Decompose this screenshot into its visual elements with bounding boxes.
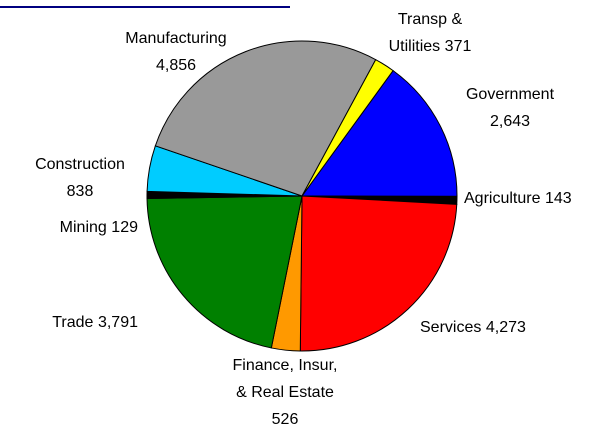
slice-label: Government (466, 86, 555, 103)
label-line: Utilities (389, 38, 441, 55)
pie-slice (301, 69, 458, 197)
value-label: 838 (67, 183, 94, 200)
label-line: Finance, Insur, (233, 357, 338, 374)
slice-label: Construction (35, 156, 125, 173)
pie-slice (146, 195, 303, 349)
label-line: Construction (35, 156, 125, 173)
label-line: Services (420, 319, 481, 336)
slice-label: Agriculture (464, 190, 541, 207)
slice-label: Services (420, 319, 481, 336)
slice-label: Transp & Utilities (389, 11, 463, 55)
value-label: 526 (272, 411, 299, 428)
label-line: Agriculture (464, 190, 541, 207)
slice-label: Trade (52, 314, 93, 331)
label-line: Trade (52, 314, 93, 331)
value-label: 143 (545, 190, 572, 207)
value-label: 129 (111, 219, 138, 236)
value-label: 4,273 (486, 319, 526, 336)
label-line: Transp & (398, 11, 463, 28)
value-label: 3,791 (98, 314, 138, 331)
label-line: Mining (60, 219, 107, 236)
pie-slice (301, 58, 394, 197)
label-line: Government (466, 86, 555, 103)
pie-slice (154, 40, 377, 197)
value-label: 2,643 (490, 113, 530, 130)
slice-label: Mining (60, 219, 107, 236)
label-line: Manufacturing (125, 30, 226, 47)
slice-label: Manufacturing (125, 30, 226, 47)
value-label: 4,856 (156, 57, 196, 74)
value-label: 371 (445, 38, 472, 55)
label-line: & Real Estate (236, 384, 334, 401)
pie-slice (299, 195, 458, 352)
slice-label: Finance, Insur, & Real Estate (233, 357, 338, 401)
